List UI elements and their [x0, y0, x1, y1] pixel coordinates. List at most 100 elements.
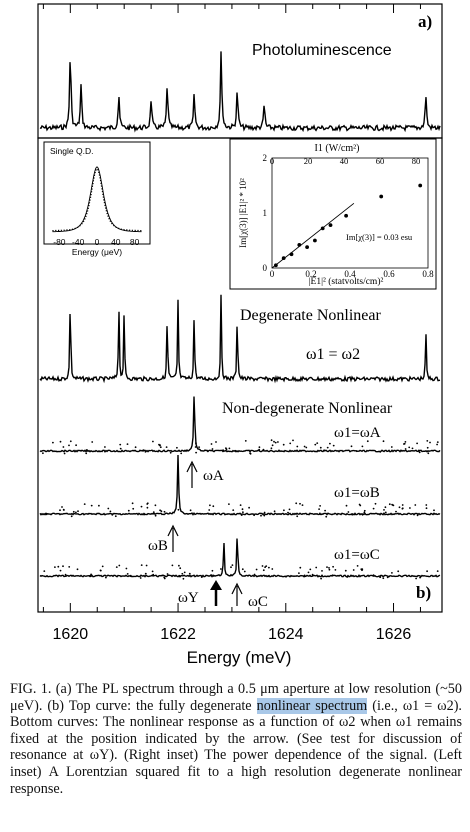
- right-inset-x-tick-label: 0.8: [422, 269, 434, 279]
- left-inset-data-points: [52, 168, 142, 232]
- noise-dot: [179, 567, 182, 570]
- noise-dot: [154, 514, 157, 517]
- noise-dot: [351, 513, 354, 516]
- noise-dot: [146, 503, 149, 505]
- caption-part-2: (i.e., ω1 = ω2). Bottom curves: The nonl…: [10, 697, 462, 797]
- noise-dot: [416, 442, 418, 445]
- noise-dot: [436, 443, 438, 446]
- noise-dot: [436, 441, 439, 443]
- noise-dots: [42, 439, 439, 580]
- right-inset-point: [281, 256, 286, 260]
- noise-dot: [59, 509, 61, 512]
- noise-dot: [415, 577, 417, 580]
- noise-dot: [77, 510, 79, 513]
- noise-dot: [163, 577, 166, 580]
- left-inset-tick-label: 40: [111, 237, 121, 247]
- right-inset-top-tick-label: 0: [270, 156, 274, 166]
- noise-dot: [209, 504, 211, 507]
- noise-dot: [127, 509, 130, 512]
- noise-dot: [265, 565, 268, 567]
- noise-dot: [232, 509, 235, 511]
- noise-dot: [326, 566, 328, 568]
- noise-dot: [311, 573, 314, 576]
- noise-dot: [263, 511, 266, 514]
- right-inset-point: [320, 226, 325, 231]
- noise-dot: [344, 569, 347, 572]
- panel-b-frame: [37, 137, 443, 613]
- noise-dot: [132, 507, 135, 510]
- noise-dot: [139, 577, 142, 579]
- noise-dot: [271, 444, 274, 447]
- noise-dot: [314, 443, 317, 446]
- right-inset-point: [344, 213, 348, 218]
- noise-dot: [386, 576, 389, 579]
- noise-dot: [277, 441, 279, 443]
- noise-dot: [228, 447, 231, 450]
- noise-dot: [260, 514, 262, 517]
- noise-dot: [253, 573, 256, 576]
- noise-dot: [328, 567, 330, 569]
- panel-b-label: b): [416, 583, 431, 602]
- noise-dot: [288, 508, 291, 511]
- noise-dot: [188, 572, 191, 575]
- right-inset-y-tick-label: 2: [263, 153, 268, 163]
- noise-dot: [332, 444, 335, 447]
- right-inset-point: [297, 243, 302, 247]
- arrow-omega-a-label: ωA: [203, 468, 224, 484]
- right-inset-fit-line: [271, 202, 355, 269]
- noise-dot: [263, 514, 266, 517]
- noise-dot: [391, 572, 393, 574]
- noise-dot: [401, 507, 404, 510]
- noise-dot: [85, 452, 88, 455]
- left-inset-fit-line: [52, 166, 142, 233]
- x-axis-ticks: 1620 1622 1624 1626: [42, 4, 421, 643]
- noise-dot: [303, 445, 306, 448]
- noise-dot: [354, 513, 356, 515]
- noise-dot: [309, 568, 312, 571]
- noise-dot: [299, 502, 301, 505]
- noise-dot: [390, 446, 393, 448]
- noise-dot: [270, 447, 273, 450]
- noise-dot: [54, 566, 56, 568]
- noise-dot: [315, 566, 318, 569]
- noise-dot: [198, 446, 201, 448]
- noise-dot: [261, 565, 264, 567]
- noise-dot: [145, 564, 148, 567]
- panel-a-label: a): [418, 12, 432, 31]
- noise-dot: [90, 573, 92, 576]
- noise-dot: [319, 505, 321, 507]
- noise-dot: [287, 511, 289, 514]
- omega12-label: ω1 = ω2: [306, 346, 360, 363]
- noise-dot: [105, 576, 107, 579]
- noise-dot: [363, 511, 366, 514]
- right-inset-y-tick-label: 1: [263, 208, 268, 218]
- noise-dot: [230, 566, 232, 569]
- noise-dot: [75, 444, 77, 447]
- noise-dot: [166, 573, 169, 575]
- noise-dot: [285, 575, 287, 578]
- noise-dot: [318, 508, 320, 510]
- noise-dot: [222, 449, 225, 451]
- caption-part-1: FIG. 1. (a) The PL spectrum through a 0.…: [10, 681, 462, 714]
- noise-dot: [305, 446, 308, 449]
- noise-dot: [411, 447, 414, 450]
- noise-dot: [404, 441, 407, 443]
- omega-b-spectrum-line: [39, 454, 441, 516]
- noise-dot: [401, 504, 404, 506]
- noise-dot: [241, 508, 244, 511]
- caption-highlight: nonlinear spectrum: [256, 697, 368, 714]
- noise-dot: [176, 446, 178, 449]
- left-inset-tick-label: 0: [95, 237, 100, 247]
- noise-dot: [398, 506, 401, 509]
- noise-dot: [62, 565, 64, 568]
- noise-dot: [64, 573, 67, 576]
- noise-dot: [220, 568, 222, 570]
- nondegenerate-label: Non-degenerate Nonlinear: [222, 400, 393, 417]
- noise-dot: [319, 446, 322, 449]
- noise-dot: [426, 570, 428, 573]
- noise-dot: [154, 504, 157, 507]
- noise-dot: [332, 565, 334, 568]
- noise-dot: [384, 511, 387, 514]
- noise-dot: [43, 570, 46, 572]
